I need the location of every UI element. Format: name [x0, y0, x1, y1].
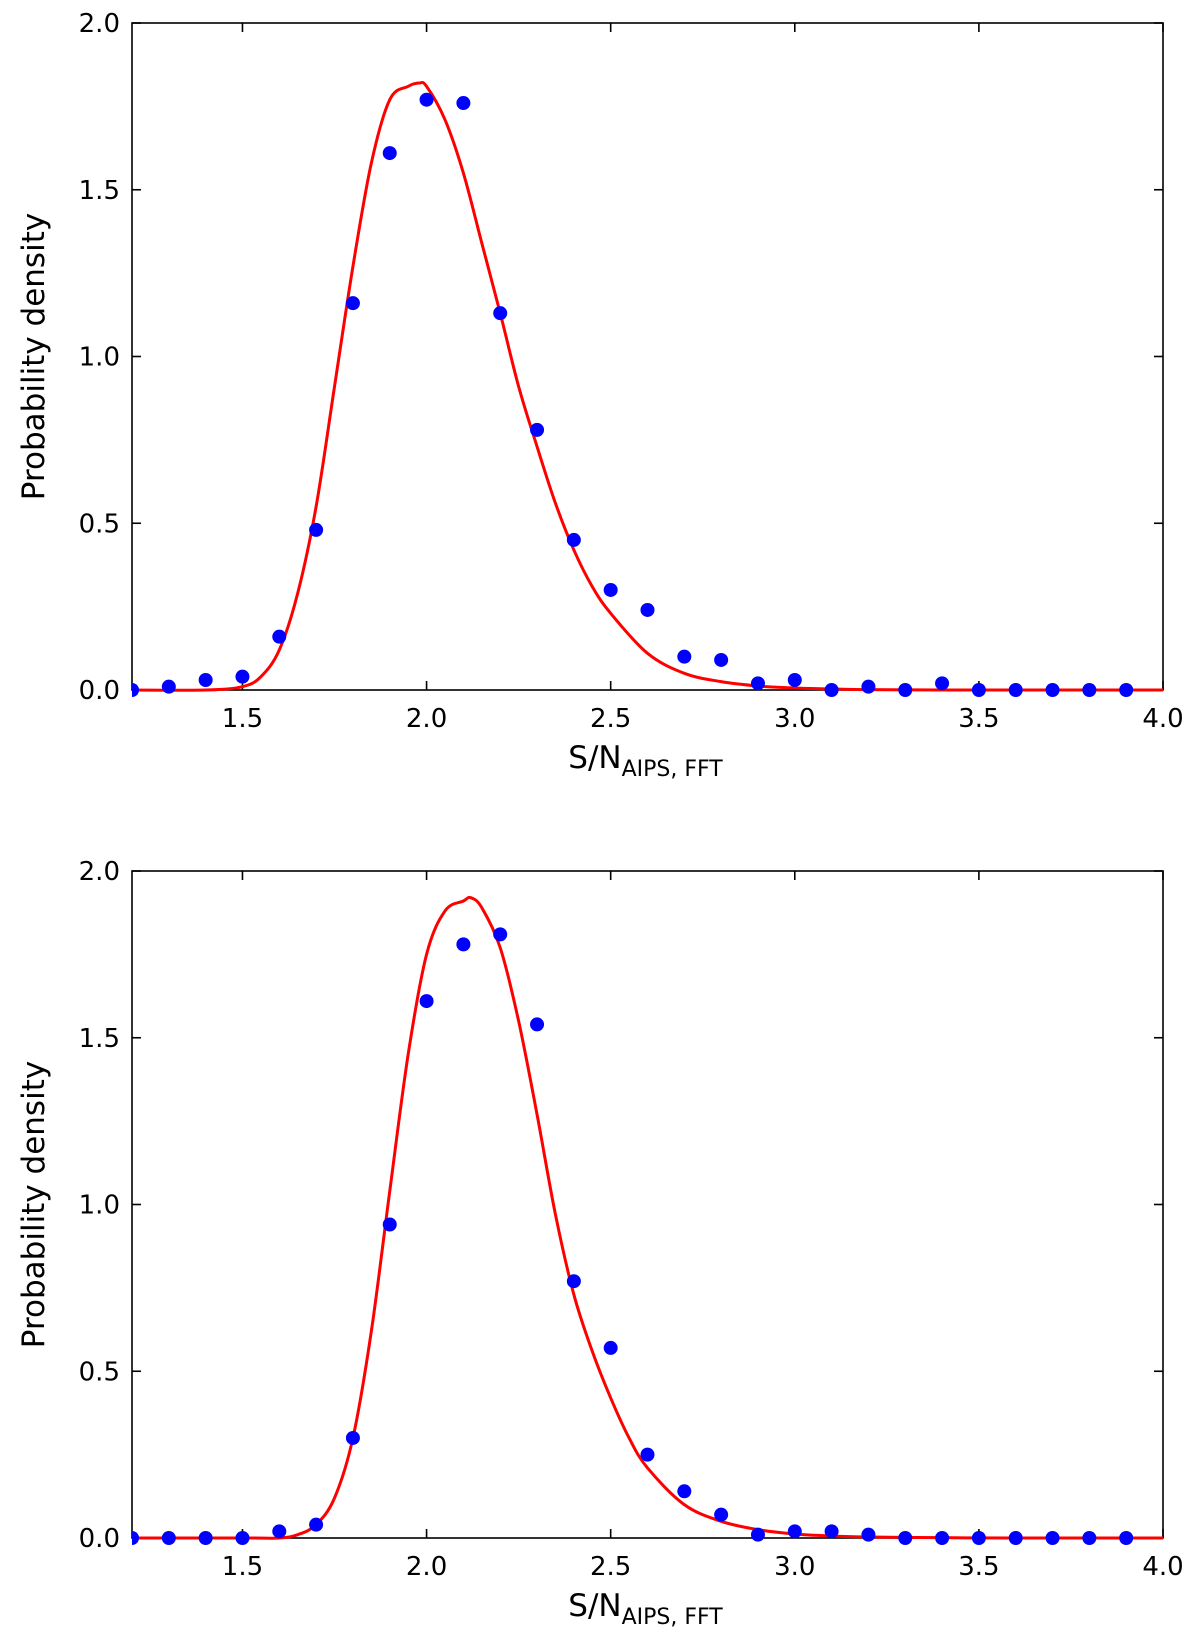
data-point	[1082, 1531, 1097, 1545]
data-point	[493, 306, 508, 321]
data-point	[345, 1430, 360, 1445]
data-point	[272, 1524, 287, 1539]
data-point	[1119, 683, 1134, 697]
x-tick-label: 1.5	[222, 1552, 263, 1582]
data-point	[787, 1524, 802, 1539]
x-tick-label: 3.0	[774, 1552, 815, 1582]
x-axis-label-subscript: AIPS, FFT	[622, 757, 724, 782]
data-point	[787, 672, 802, 687]
data-point	[198, 672, 213, 687]
y-axis-label: Probability density	[16, 213, 52, 500]
x-tick-label: 2.5	[590, 704, 631, 734]
data-point	[898, 683, 913, 697]
x-tick-label: 3.5	[958, 1552, 999, 1582]
x-tick-label: 2.0	[406, 704, 447, 734]
fit-curve	[132, 80, 1163, 692]
data-point	[677, 1484, 692, 1499]
data-point	[456, 937, 471, 952]
x-axis-label-subscript: AIPS, FFT	[622, 1605, 724, 1630]
x-axis-label-main: S/N	[568, 1588, 621, 1624]
x-axis-label-main: S/N	[568, 740, 621, 776]
fit-curve	[132, 895, 1163, 1540]
data-point	[345, 296, 360, 311]
data-point	[603, 582, 618, 597]
plot-frame	[131, 870, 1164, 1539]
data-point	[161, 1531, 176, 1545]
data-point	[382, 146, 397, 161]
data-point	[714, 1507, 729, 1522]
data-point	[1045, 683, 1060, 697]
y-tick-label: 1.0	[79, 1191, 120, 1221]
data-point	[935, 1531, 950, 1545]
data-point	[603, 1340, 618, 1355]
data-point	[382, 1217, 397, 1232]
data-point	[1045, 1531, 1060, 1545]
data-point	[750, 1527, 765, 1542]
y-tick-label: 1.5	[79, 1024, 120, 1054]
data-point	[198, 1531, 213, 1545]
x-tick-label: 3.0	[774, 704, 815, 734]
data-point	[566, 532, 581, 547]
x-tick-label: 4.0	[1142, 1552, 1183, 1582]
data-point	[132, 683, 139, 697]
data-point	[1082, 683, 1097, 697]
y-tick-label: 1.5	[79, 176, 120, 206]
data-point	[861, 679, 876, 694]
data-point	[161, 679, 176, 694]
plot-frame	[131, 22, 1164, 691]
bottom-panel: 1.5 2.0 2.5 3.0 3.5 4.0 0.0 0.5 1.0 1.5 2.0 S/NAIPS…	[16, 857, 1184, 1630]
x-axis-label: S/NAIPS, FFT	[568, 1588, 723, 1630]
data-point	[824, 683, 839, 697]
data-point	[1008, 683, 1023, 697]
data-point	[235, 669, 250, 684]
x-axis-label: S/NAIPS, FFT	[568, 740, 723, 782]
data-point	[309, 522, 324, 537]
data-point	[971, 1531, 986, 1545]
data-point	[235, 1531, 250, 1545]
y-tick-label: 2.0	[79, 857, 120, 887]
data-point	[824, 1524, 839, 1539]
data-point	[714, 652, 729, 667]
x-tick-label: 2.5	[590, 1552, 631, 1582]
y-tick-label: 0.5	[79, 1357, 120, 1387]
data-point	[132, 1531, 139, 1545]
data-point	[750, 676, 765, 691]
data-point	[971, 683, 986, 697]
data-point	[1008, 1531, 1023, 1545]
data-point	[861, 1527, 876, 1542]
data-point	[640, 1447, 655, 1462]
data-point	[419, 92, 434, 107]
x-tick-label: 4.0	[1142, 704, 1183, 734]
y-tick-label: 2.0	[79, 9, 120, 39]
x-tick-label: 2.0	[406, 1552, 447, 1582]
y-tick-label: 0.5	[79, 509, 120, 539]
data-point	[272, 629, 287, 644]
data-point	[898, 1531, 913, 1545]
data-point	[935, 676, 950, 691]
x-tick-label: 3.5	[958, 704, 999, 734]
data-point	[566, 1274, 581, 1289]
data-point	[309, 1517, 324, 1532]
data-point	[419, 994, 434, 1009]
data-point	[677, 649, 692, 664]
data-point	[1119, 1531, 1134, 1545]
data-point	[493, 927, 508, 942]
y-axis-label: Probability density	[16, 1061, 52, 1348]
x-tick-label: 1.5	[222, 704, 263, 734]
data-point	[456, 96, 471, 111]
data-point	[530, 1017, 545, 1032]
y-tick-label: 1.0	[79, 343, 120, 373]
data-point	[530, 422, 545, 437]
top-panel: 1.5 2.0 2.5 3.0 3.5 4.0 0.0 0.5 1.0 1.5 2.0 S/NAIPS…	[16, 9, 1184, 782]
y-tick-label: 0.0	[79, 1524, 120, 1554]
data-point	[640, 602, 655, 617]
y-tick-label: 0.0	[79, 676, 120, 706]
